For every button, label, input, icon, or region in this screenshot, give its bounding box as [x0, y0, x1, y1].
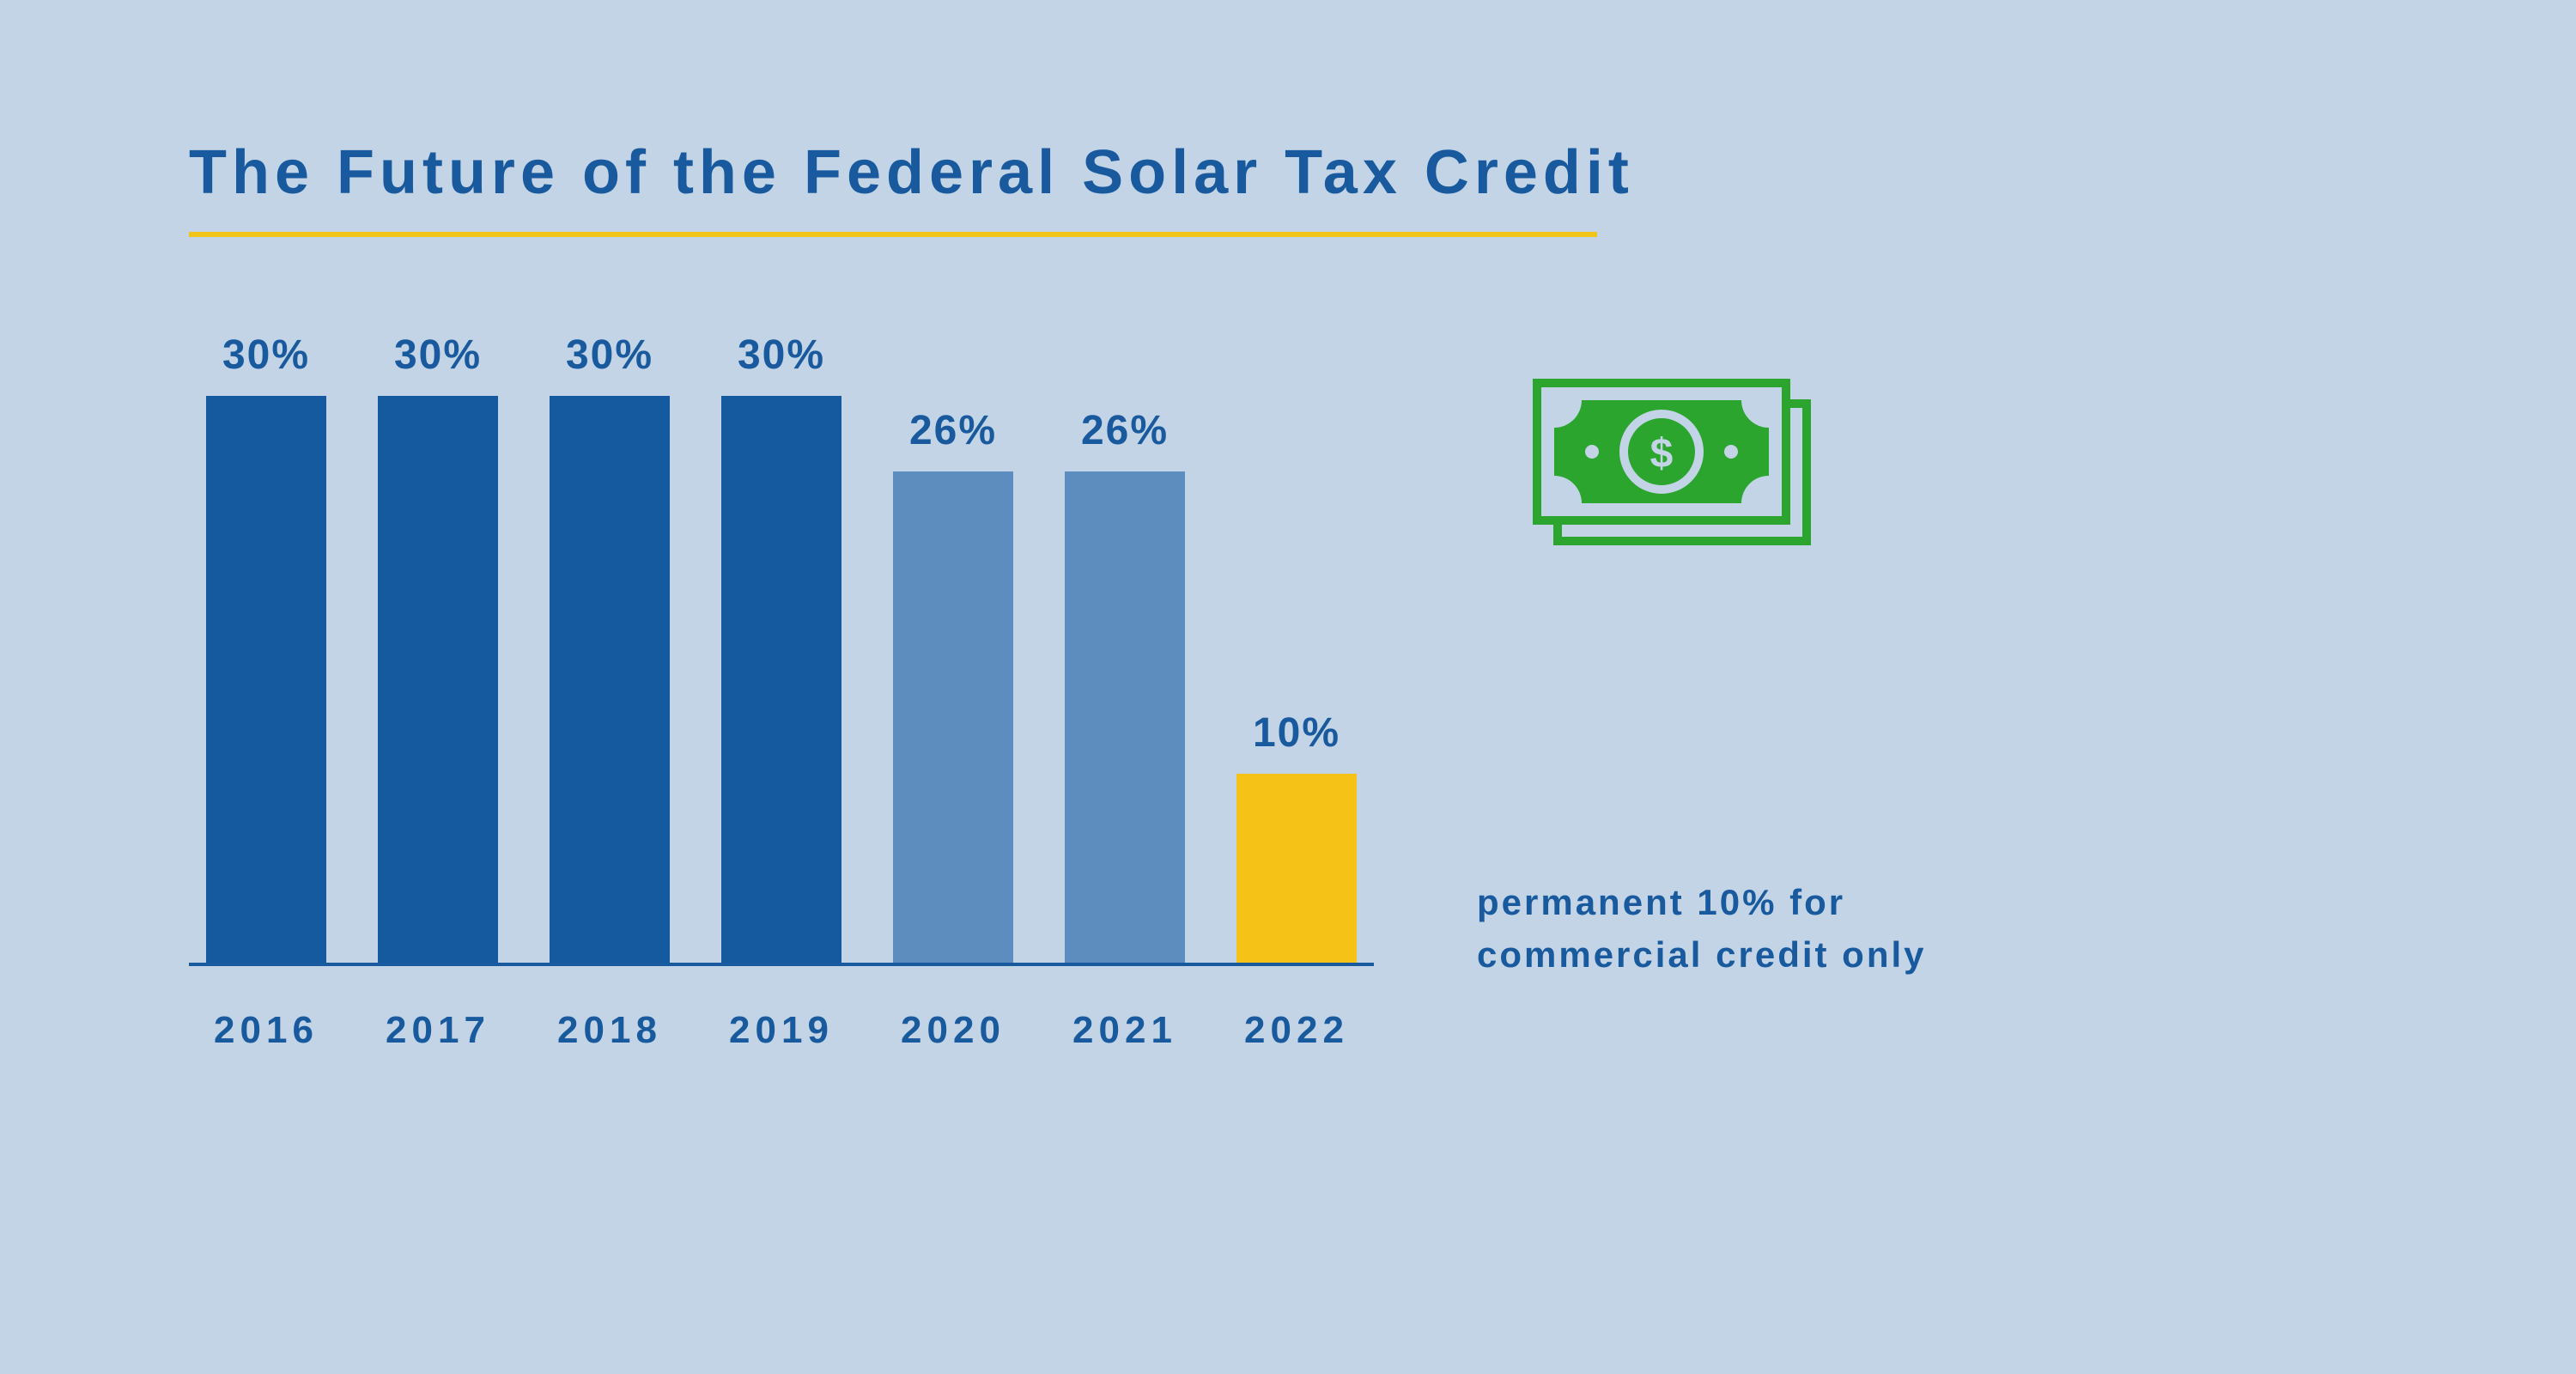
labels-row: 2016 2017 2018 2019 2020 2021 2022 — [189, 1009, 1374, 1052]
bar-group: 30% — [550, 331, 670, 963]
title-underline — [189, 232, 1597, 237]
bar-value-label: 30% — [738, 331, 825, 379]
bar-category-label: 2021 — [1065, 1009, 1185, 1052]
bar — [893, 471, 1013, 963]
bar-group: 10% — [1236, 709, 1357, 963]
bar-category-label: 2022 — [1236, 1009, 1357, 1052]
bar-group: 30% — [206, 331, 326, 963]
bar-group: 30% — [378, 331, 498, 963]
bar-category-label: 2016 — [206, 1009, 326, 1052]
bar-category-label: 2019 — [721, 1009, 841, 1052]
bar-category-label: 2020 — [893, 1009, 1013, 1052]
bar-chart: 30%30%30%30%26%26%10% 201620172018201920… — [189, 331, 1374, 1052]
bar — [1236, 774, 1357, 963]
bar-category-label: 2018 — [550, 1009, 670, 1052]
bar-value-label: 10% — [1253, 709, 1340, 757]
bar — [721, 396, 841, 963]
bar-group: 26% — [893, 407, 1013, 963]
chart-note: permanent 10% for commercial credit only — [1477, 877, 1958, 982]
svg-text:$: $ — [1650, 431, 1674, 477]
bars-row: 30% 30% 30% 30% 26% 26% 10% — [189, 331, 1374, 966]
bar-group: 26% — [1065, 407, 1185, 963]
bar — [550, 396, 670, 963]
bar-value-label: 26% — [1081, 407, 1169, 454]
bar — [206, 396, 326, 963]
bar-value-label: 30% — [394, 331, 482, 379]
side-panel: $ permanent 10% for commercial credit on… — [1477, 331, 1958, 982]
bar-value-label: 26% — [909, 407, 997, 454]
page-title: The Future of the Federal Solar Tax Cred… — [189, 137, 2387, 208]
infographic-canvas: The Future of the Federal Solar Tax Cred… — [0, 0, 2576, 1374]
bar-category-label: 2017 — [378, 1009, 498, 1052]
bar-group: 30% — [721, 331, 841, 963]
money-icon: $ — [1528, 366, 1820, 559]
content-row: 30%30%30%30%26%26%10% 201620172018201920… — [189, 331, 2387, 1052]
bar — [378, 396, 498, 963]
bar-value-label: 30% — [566, 331, 653, 379]
bar — [1065, 471, 1185, 963]
bar-value-label: 30% — [222, 331, 310, 379]
